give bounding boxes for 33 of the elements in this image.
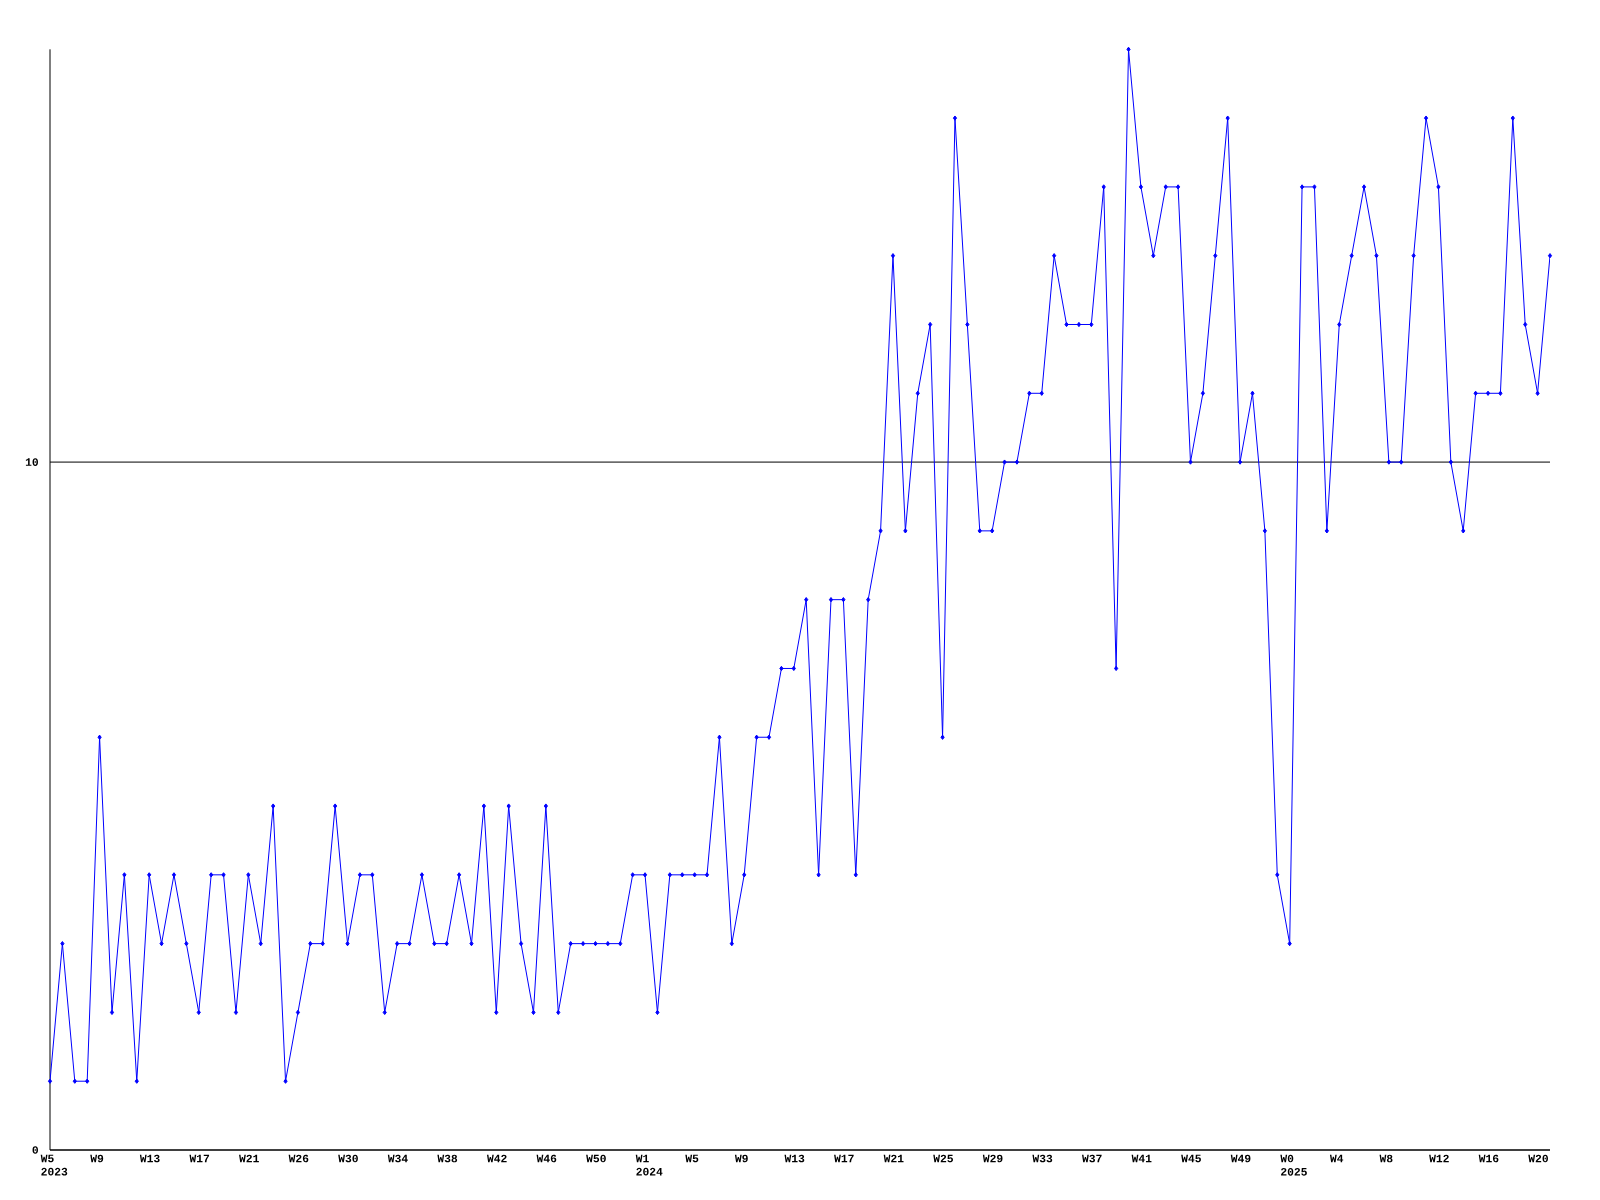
x-tick-label: W38 [437, 1154, 458, 1163]
x-tick-label: W1 2024 [635, 1154, 663, 1176]
x-tick-label: W8 [1379, 1154, 1393, 1163]
y-tick-label: 10 [25, 458, 39, 466]
x-tick-label: W50 [586, 1154, 606, 1163]
x-tick-label: W42 [486, 1154, 507, 1163]
x-tick-label: W37 [1082, 1154, 1102, 1163]
x-tick-label: W25 [933, 1154, 953, 1163]
x-tick-label: W5 [685, 1154, 699, 1163]
x-tick-label: W49 [1230, 1154, 1251, 1163]
x-tick-label: W12 [1429, 1154, 1449, 1163]
x-tick-label: W30 [338, 1154, 358, 1163]
x-tick-label: W5 2023 [40, 1154, 68, 1176]
x-tick-label: W21 [883, 1154, 904, 1163]
x-tick-label: W9 [90, 1154, 104, 1163]
x-tick-label: W20 [1528, 1154, 1548, 1163]
x-tick-label: W9 [734, 1154, 748, 1163]
x-tick-label: W26 [288, 1154, 309, 1163]
x-tick-label: W29 [982, 1154, 1003, 1163]
x-tick-label: W17 [834, 1154, 854, 1163]
y-tick-label: 0 [32, 1146, 39, 1154]
x-tick-label: W34 [387, 1154, 408, 1163]
x-tick-label: W0 2025 [1280, 1154, 1307, 1176]
x-tick-label: W4 [1329, 1154, 1344, 1163]
x-tick-label: W33 [1032, 1154, 1053, 1163]
x-tick-label: W41 [1131, 1154, 1152, 1163]
x-tick-label: W16 [1478, 1154, 1499, 1163]
x-tick-label: W13 [784, 1154, 805, 1163]
x-tick-label: W21 [239, 1154, 259, 1163]
x-tick-label: W17 [189, 1154, 210, 1163]
x-tick-label: W45 [1181, 1154, 1201, 1163]
x-tick-label: W46 [536, 1154, 557, 1163]
x-tick-label: W13 [139, 1154, 160, 1163]
